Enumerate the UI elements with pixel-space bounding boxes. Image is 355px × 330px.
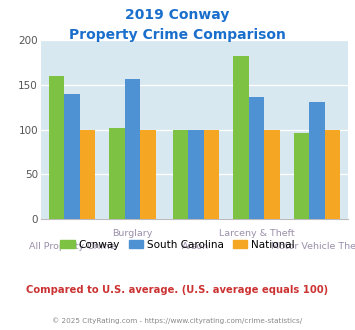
- Text: Motor Vehicle Theft: Motor Vehicle Theft: [271, 242, 355, 251]
- Text: All Property Crime: All Property Crime: [29, 242, 115, 251]
- Bar: [248, 97, 264, 219]
- Bar: [233, 56, 248, 219]
- Bar: [203, 129, 219, 219]
- Text: Larceny & Theft: Larceny & Theft: [219, 229, 294, 238]
- Text: Property Crime Comparison: Property Crime Comparison: [69, 28, 286, 42]
- Bar: [64, 94, 80, 219]
- Text: Compared to U.S. average. (U.S. average equals 100): Compared to U.S. average. (U.S. average …: [26, 285, 329, 295]
- Bar: [109, 128, 125, 219]
- Legend: Conway, South Carolina, National: Conway, South Carolina, National: [56, 236, 299, 254]
- Text: Burglary: Burglary: [112, 229, 153, 238]
- Text: © 2025 CityRating.com - https://www.cityrating.com/crime-statistics/: © 2025 CityRating.com - https://www.city…: [53, 317, 302, 324]
- Text: 2019 Conway: 2019 Conway: [125, 8, 230, 22]
- Bar: [80, 129, 95, 219]
- Bar: [309, 102, 325, 219]
- Bar: [173, 129, 188, 219]
- Bar: [325, 129, 340, 219]
- Bar: [294, 133, 309, 219]
- Bar: [264, 129, 280, 219]
- Bar: [140, 129, 155, 219]
- Text: Arson: Arson: [182, 242, 209, 251]
- Bar: [125, 79, 140, 219]
- Bar: [188, 129, 203, 219]
- Bar: [49, 76, 64, 219]
